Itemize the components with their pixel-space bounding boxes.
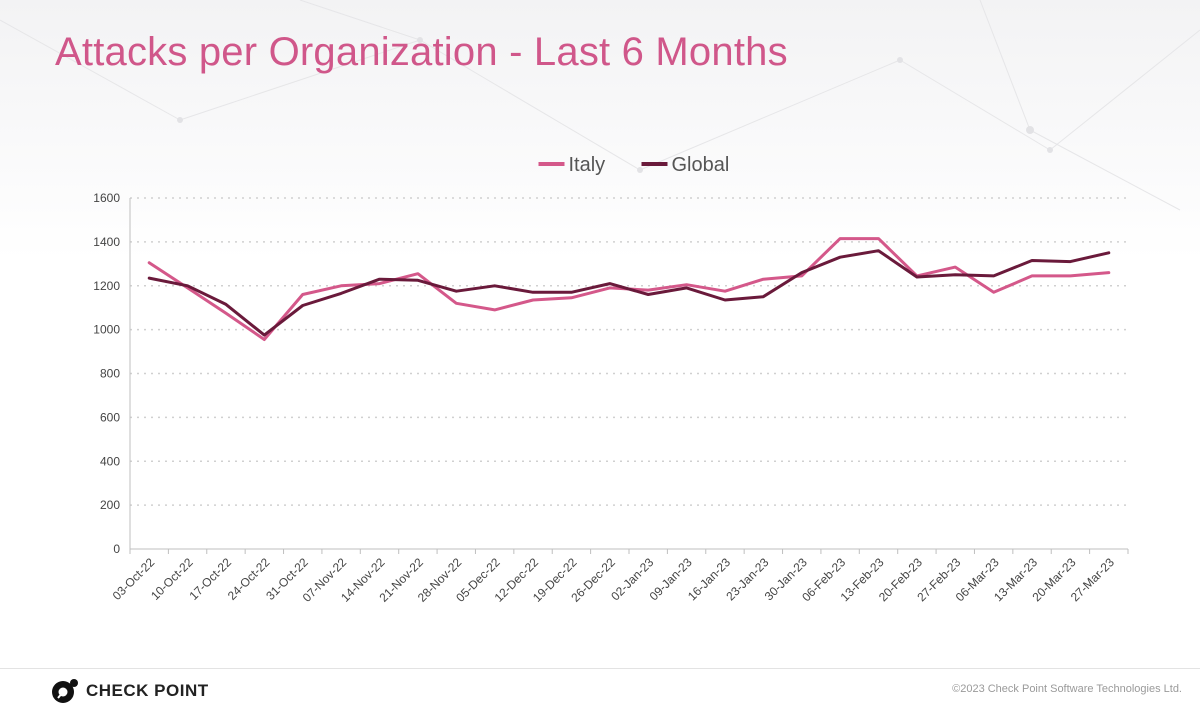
check-point-logo: CHECK POINT xyxy=(50,676,209,706)
y-tick-label: 800 xyxy=(100,367,120,381)
y-tick-label: 1200 xyxy=(93,279,120,293)
legend-label-global: Global xyxy=(672,154,730,176)
check-point-logo-icon xyxy=(52,679,78,703)
background-network-pattern xyxy=(0,0,1200,260)
y-tick-label: 600 xyxy=(100,410,120,424)
y-tick-label: 200 xyxy=(100,498,120,512)
y-tick-label: 1600 xyxy=(93,191,120,205)
series-line-global xyxy=(147,249,1111,337)
y-tick-label: 400 xyxy=(100,454,120,468)
legend-label-italy: Italy xyxy=(569,154,606,176)
network-lines-decoration xyxy=(0,0,1200,211)
slide-title: Attacks per Organization - Last 6 Months xyxy=(55,30,788,74)
brand-name: CHECK POINT xyxy=(86,681,209,700)
y-tick-label: 0 xyxy=(113,542,120,556)
footer-divider xyxy=(0,668,1200,669)
y-tick-label: 1000 xyxy=(93,323,120,337)
copyright-text: ©2023 Check Point Software Technologies … xyxy=(952,683,1182,695)
y-tick-label: 1400 xyxy=(93,235,120,249)
